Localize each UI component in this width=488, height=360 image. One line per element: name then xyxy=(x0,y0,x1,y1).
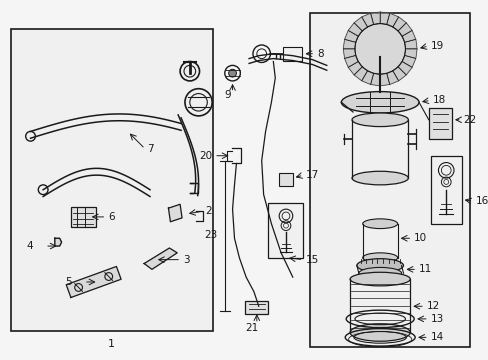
Polygon shape xyxy=(401,31,415,42)
Text: 11: 11 xyxy=(418,264,431,274)
Circle shape xyxy=(354,24,405,74)
Polygon shape xyxy=(397,62,411,75)
Bar xyxy=(268,203,303,258)
Polygon shape xyxy=(404,39,416,49)
Ellipse shape xyxy=(358,267,401,279)
Polygon shape xyxy=(343,49,355,58)
Polygon shape xyxy=(55,238,61,246)
Text: 14: 14 xyxy=(430,332,443,342)
Text: 21: 21 xyxy=(245,323,258,333)
Text: 22: 22 xyxy=(463,115,476,125)
Bar xyxy=(244,301,268,314)
Polygon shape xyxy=(343,39,355,49)
Ellipse shape xyxy=(349,272,409,286)
Bar xyxy=(430,156,461,224)
Ellipse shape xyxy=(356,259,403,272)
Text: 6: 6 xyxy=(108,212,115,222)
Text: 2: 2 xyxy=(205,206,212,216)
Text: 3: 3 xyxy=(183,255,189,265)
Polygon shape xyxy=(344,55,358,67)
Polygon shape xyxy=(353,17,367,31)
Text: 9: 9 xyxy=(224,90,230,99)
Text: 15: 15 xyxy=(305,255,318,265)
Ellipse shape xyxy=(351,171,407,185)
Text: 1: 1 xyxy=(107,339,114,349)
Polygon shape xyxy=(347,62,362,75)
Text: 20: 20 xyxy=(199,151,212,161)
Polygon shape xyxy=(144,248,177,269)
Ellipse shape xyxy=(341,91,418,113)
Text: 16: 16 xyxy=(474,196,488,206)
Bar xyxy=(310,14,468,346)
Polygon shape xyxy=(370,12,379,24)
Text: 18: 18 xyxy=(432,95,445,105)
Polygon shape xyxy=(347,23,362,36)
Polygon shape xyxy=(344,31,358,42)
Polygon shape xyxy=(401,55,415,67)
Polygon shape xyxy=(379,12,389,24)
Bar xyxy=(279,173,292,186)
Ellipse shape xyxy=(362,253,397,262)
Polygon shape xyxy=(386,71,398,85)
Circle shape xyxy=(228,69,236,77)
Text: 23: 23 xyxy=(203,230,217,240)
Ellipse shape xyxy=(351,113,407,127)
Text: 12: 12 xyxy=(426,301,439,311)
Text: 5: 5 xyxy=(65,277,72,287)
Bar xyxy=(11,30,213,330)
Bar xyxy=(309,13,468,347)
Polygon shape xyxy=(392,17,406,31)
Polygon shape xyxy=(370,73,379,86)
Polygon shape xyxy=(392,67,406,81)
Polygon shape xyxy=(404,49,416,58)
Ellipse shape xyxy=(362,219,397,229)
Text: 7: 7 xyxy=(147,144,153,154)
Text: 10: 10 xyxy=(413,233,427,243)
Text: 8: 8 xyxy=(316,49,323,59)
Polygon shape xyxy=(379,73,389,86)
Polygon shape xyxy=(66,266,121,297)
Polygon shape xyxy=(361,71,373,85)
Polygon shape xyxy=(168,204,182,222)
Polygon shape xyxy=(386,13,398,27)
Bar xyxy=(428,108,451,139)
Text: 19: 19 xyxy=(430,41,443,51)
Ellipse shape xyxy=(349,324,409,341)
Bar xyxy=(12,31,212,329)
Text: 13: 13 xyxy=(430,314,443,324)
Polygon shape xyxy=(397,23,411,36)
Text: 4: 4 xyxy=(27,241,33,251)
Text: 17: 17 xyxy=(305,170,318,180)
Polygon shape xyxy=(361,13,373,27)
Polygon shape xyxy=(353,67,367,81)
Bar xyxy=(71,207,96,227)
Bar xyxy=(283,47,302,60)
